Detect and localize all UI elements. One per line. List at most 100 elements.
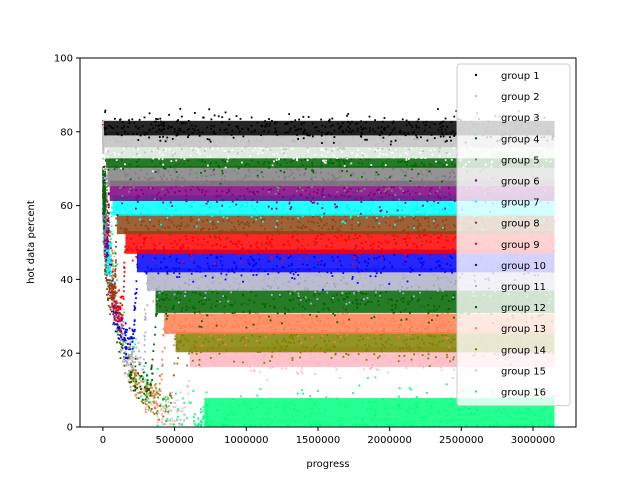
data-point [286, 345, 289, 348]
data-point [384, 221, 387, 224]
data-point [131, 353, 134, 356]
data-point [258, 370, 261, 373]
data-point [339, 403, 342, 406]
data-point [405, 253, 408, 256]
data-point [349, 216, 352, 219]
data-point [206, 204, 208, 207]
data-point [214, 262, 217, 265]
data-point [128, 346, 131, 349]
data-point [227, 357, 230, 360]
data-point [200, 345, 203, 347]
data-point [131, 359, 134, 362]
data-point [335, 368, 338, 371]
data-point [241, 221, 244, 223]
data-point [383, 257, 385, 260]
data-point [455, 348, 458, 350]
data-point [415, 396, 418, 398]
data-point [285, 345, 288, 348]
data-point [105, 278, 108, 281]
data-point [202, 295, 205, 298]
data-point [145, 403, 148, 406]
series-band [146, 268, 555, 291]
data-point [365, 350, 367, 353]
data-point [216, 194, 219, 197]
data-point [452, 417, 454, 420]
data-point [388, 283, 391, 285]
data-point [119, 334, 122, 337]
data-point [313, 256, 316, 258]
data-point [418, 359, 421, 362]
data-point [164, 207, 166, 210]
data-point [116, 312, 119, 314]
data-point [410, 388, 413, 391]
data-point [110, 287, 112, 290]
data-point [407, 248, 410, 251]
data-point [160, 409, 162, 411]
data-point [416, 248, 419, 251]
data-point [224, 274, 227, 277]
data-point [325, 222, 328, 225]
data-point [180, 310, 183, 313]
data-point [222, 423, 225, 426]
data-point [404, 415, 407, 418]
data-point [134, 385, 136, 387]
data-point [333, 235, 336, 237]
data-point [337, 201, 340, 204]
data-point [289, 271, 292, 274]
data-point [261, 347, 264, 349]
data-point [167, 412, 170, 415]
data-point [311, 280, 314, 283]
data-point [114, 268, 117, 270]
data-point [227, 269, 230, 272]
data-point [349, 215, 352, 217]
data-point [150, 383, 152, 386]
data-point [482, 423, 485, 426]
data-point [105, 239, 107, 242]
data-point [253, 370, 256, 373]
data-point [392, 226, 395, 229]
data-point [121, 202, 124, 205]
data-point [387, 338, 390, 341]
data-point [243, 401, 246, 403]
data-point [421, 416, 424, 419]
data-point [366, 408, 369, 411]
data-point [489, 416, 492, 419]
data-point [171, 324, 173, 327]
data-point [207, 232, 210, 235]
data-point [131, 373, 134, 376]
data-point [268, 277, 271, 280]
data-point [226, 236, 229, 239]
data-point [111, 264, 113, 267]
data-point [155, 193, 158, 196]
data-point [119, 327, 122, 330]
data-point [253, 301, 256, 304]
data-point [147, 397, 150, 400]
data-point [134, 307, 137, 310]
data-point [153, 407, 156, 410]
data-point [123, 352, 126, 355]
data-point [120, 349, 123, 351]
data-point [304, 337, 307, 340]
data-point [121, 317, 124, 320]
data-point [383, 185, 385, 188]
data-point [232, 326, 235, 329]
data-point [110, 280, 113, 283]
data-point [164, 396, 167, 398]
data-point [339, 218, 341, 221]
data-point [382, 255, 385, 258]
data-point [164, 193, 167, 196]
data-point [197, 212, 200, 215]
data-point [239, 257, 242, 260]
data-point [291, 292, 294, 295]
data-point [231, 424, 234, 427]
data-point [270, 294, 273, 296]
data-point [139, 218, 141, 221]
data-point [309, 228, 312, 231]
data-point [435, 266, 437, 269]
data-point [267, 322, 269, 325]
data-point [161, 290, 164, 292]
data-point [132, 389, 135, 392]
data-point [251, 420, 254, 423]
data-point [212, 227, 215, 230]
data-point [252, 323, 255, 326]
